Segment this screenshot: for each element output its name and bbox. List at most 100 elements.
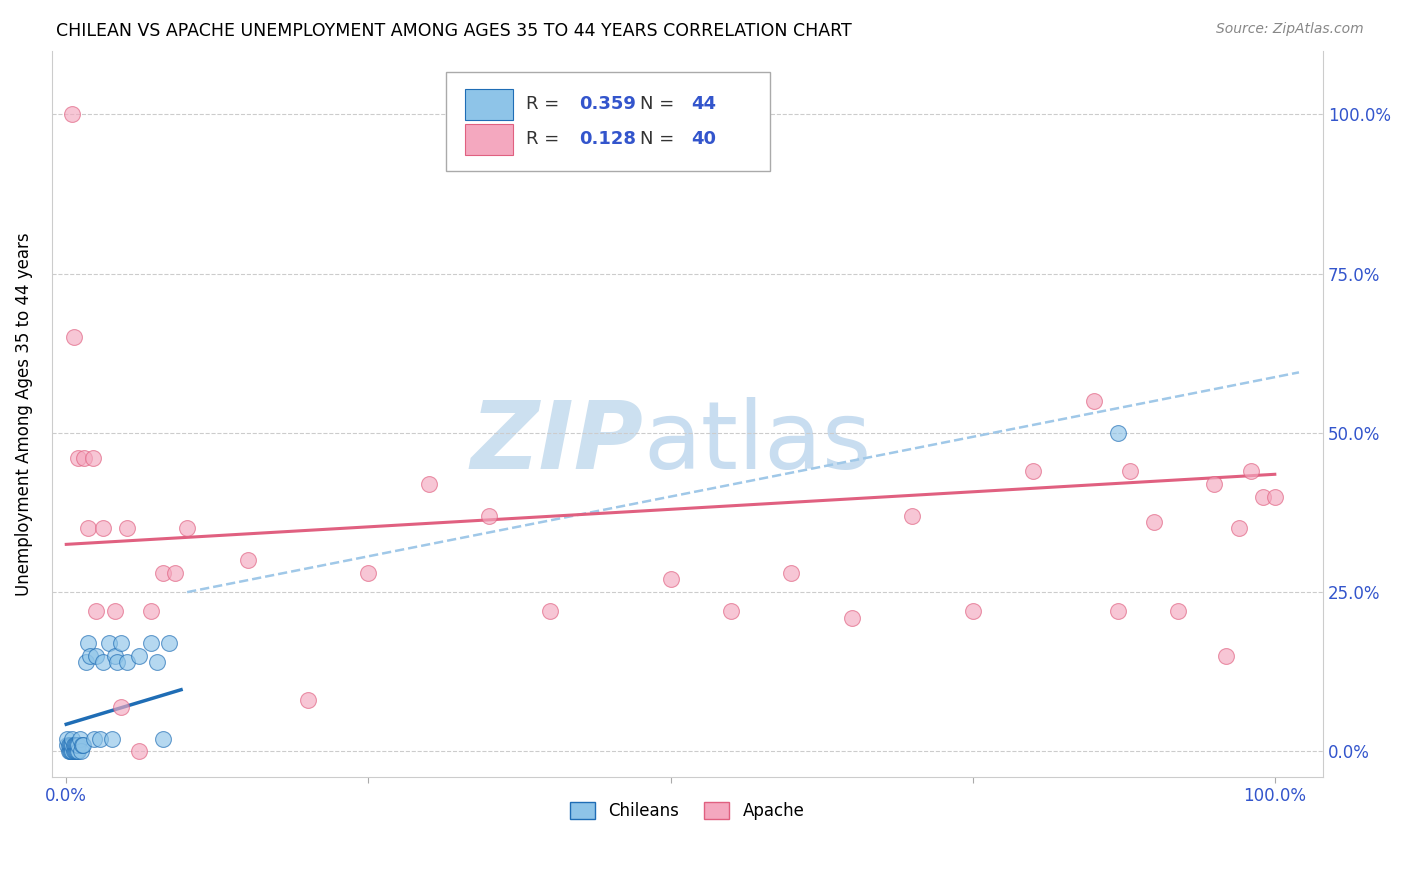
Point [152, 731, 174, 746]
Point [780, 566, 803, 580]
Point [962, 604, 984, 618]
Point [60, 744, 83, 758]
Text: ZIP: ZIP [470, 397, 643, 489]
Point [1239, 464, 1261, 478]
Point [176, 521, 198, 535]
Point [59, 738, 82, 752]
Point [146, 655, 169, 669]
Point [91, 521, 114, 535]
Point [115, 521, 138, 535]
Point [60, 107, 83, 121]
Legend: Chileans, Apache: Chileans, Apache [564, 795, 811, 827]
Point [1119, 464, 1142, 478]
Point [66, 744, 89, 758]
Point [62, 738, 84, 752]
Point [63, 744, 86, 758]
Point [418, 476, 440, 491]
Point [163, 566, 186, 580]
Point [86, 648, 108, 663]
Point [77, 521, 100, 535]
Point [77, 636, 100, 650]
Y-axis label: Unemployment Among Ages 35 to 44 years: Unemployment Among Ages 35 to 44 years [15, 232, 32, 596]
Point [110, 699, 132, 714]
Point [1204, 476, 1226, 491]
Point [157, 636, 180, 650]
Text: R =: R = [526, 95, 565, 112]
Point [115, 655, 138, 669]
Point [720, 604, 742, 618]
Point [297, 693, 319, 707]
Point [82, 451, 104, 466]
Point [128, 744, 150, 758]
Point [1083, 394, 1105, 409]
Point [139, 636, 162, 650]
Bar [465, 124, 513, 154]
Point [1215, 648, 1237, 663]
Point [1107, 604, 1129, 618]
FancyBboxPatch shape [446, 72, 770, 170]
Point [67, 738, 90, 752]
Point [63, 738, 86, 752]
Point [60, 738, 83, 752]
Point [128, 648, 150, 663]
Point [1107, 425, 1129, 440]
Text: 40: 40 [692, 129, 716, 147]
Point [62, 330, 84, 344]
Point [69, 731, 91, 746]
Point [152, 566, 174, 580]
Point [538, 604, 561, 618]
Point [79, 648, 101, 663]
Text: R =: R = [526, 129, 565, 147]
Point [56, 738, 79, 752]
Point [1143, 515, 1166, 529]
Point [60, 731, 83, 746]
Text: atlas: atlas [643, 397, 872, 489]
Point [59, 744, 82, 758]
Point [70, 738, 93, 752]
Point [841, 610, 863, 624]
Bar [465, 89, 513, 120]
Point [901, 508, 924, 523]
Point [478, 508, 501, 523]
Point [58, 744, 80, 758]
Point [89, 731, 111, 746]
Point [97, 636, 120, 650]
Point [65, 744, 87, 758]
Point [91, 655, 114, 669]
Point [139, 604, 162, 618]
Point [73, 451, 96, 466]
Point [60, 738, 83, 752]
Point [110, 636, 132, 650]
Text: CHILEAN VS APACHE UNEMPLOYMENT AMONG AGES 35 TO 44 YEARS CORRELATION CHART: CHILEAN VS APACHE UNEMPLOYMENT AMONG AGE… [56, 22, 852, 40]
Point [101, 731, 124, 746]
Text: 0.128: 0.128 [579, 129, 637, 147]
Text: N =: N = [640, 95, 681, 112]
Point [67, 451, 90, 466]
Point [65, 738, 87, 752]
Point [69, 744, 91, 758]
Text: 44: 44 [692, 95, 716, 112]
Point [58, 738, 80, 752]
Text: Source: ZipAtlas.com: Source: ZipAtlas.com [1216, 22, 1364, 37]
Point [1264, 490, 1286, 504]
Point [105, 655, 128, 669]
Point [1227, 521, 1250, 535]
Point [1022, 464, 1045, 478]
Point [357, 566, 380, 580]
Point [66, 738, 89, 752]
Point [1251, 490, 1274, 504]
Point [659, 573, 682, 587]
Point [72, 738, 94, 752]
Text: 0.359: 0.359 [579, 95, 637, 112]
Text: N =: N = [640, 129, 681, 147]
Point [1167, 604, 1189, 618]
Point [236, 553, 259, 567]
Point [60, 744, 83, 758]
Point [104, 604, 127, 618]
Point [56, 731, 79, 746]
Point [67, 744, 90, 758]
Point [83, 731, 105, 746]
Point [86, 604, 108, 618]
Point [104, 648, 127, 663]
Point [62, 744, 84, 758]
